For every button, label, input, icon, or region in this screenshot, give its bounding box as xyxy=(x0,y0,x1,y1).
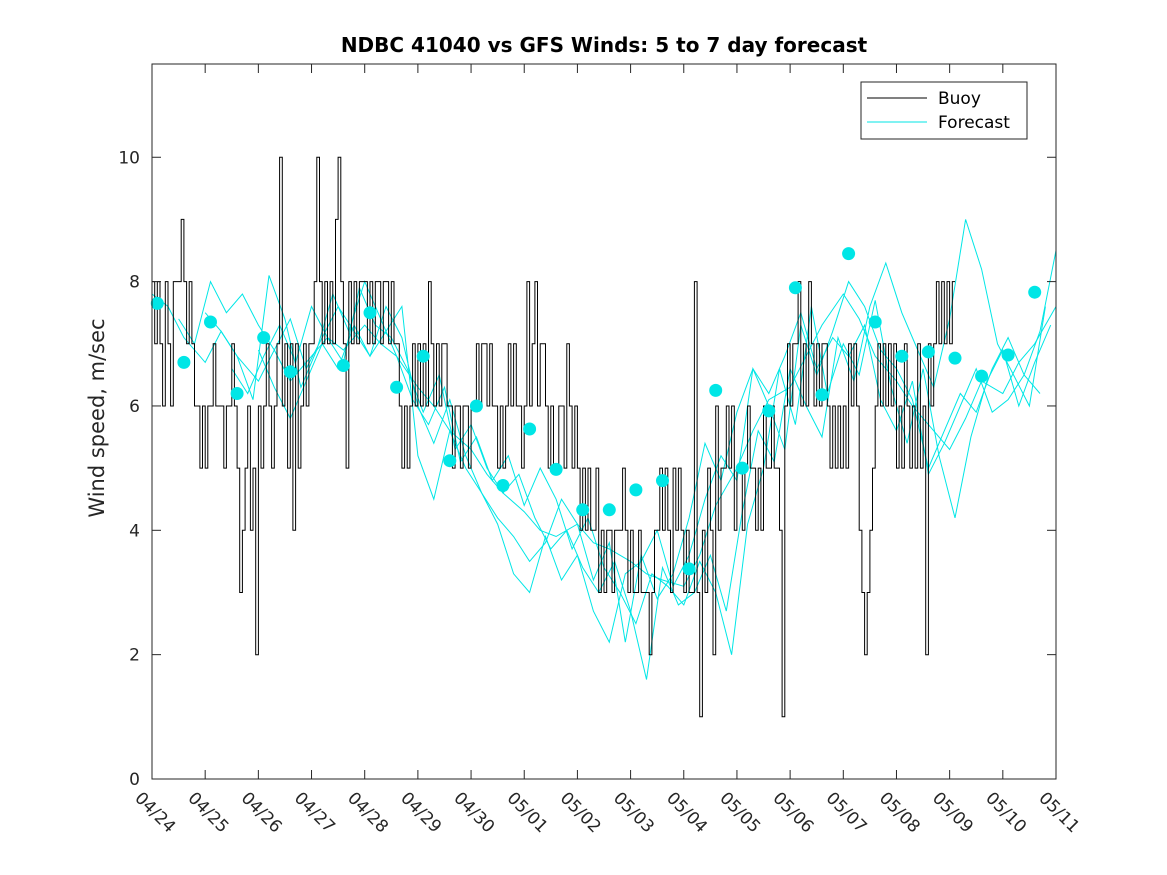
legend: Buoy Forecast xyxy=(860,81,1028,140)
forecast-point xyxy=(788,281,802,295)
forecast-point xyxy=(204,315,217,329)
forecast-point xyxy=(576,503,590,517)
plot-frame xyxy=(151,63,1057,780)
y-axis-label: Wind speed, m/sec xyxy=(85,318,109,517)
forecast-point xyxy=(868,315,882,329)
forecast-point xyxy=(895,349,909,363)
forecast-point xyxy=(682,562,696,576)
forecast-point xyxy=(709,383,723,397)
y-tick-label: 2 xyxy=(129,646,140,666)
forecast-point xyxy=(656,474,669,488)
forecast-point xyxy=(602,503,616,517)
forecast-point xyxy=(390,380,404,394)
forecast-point xyxy=(1028,285,1042,299)
forecast-point xyxy=(815,388,829,402)
forecast-point xyxy=(336,359,350,372)
legend-buoy-label: Buoy xyxy=(938,89,981,109)
forecast-point xyxy=(523,422,537,436)
y-tick-label: 6 xyxy=(129,397,140,417)
forecast-point xyxy=(469,399,483,413)
y-tick-label: 0 xyxy=(129,770,140,790)
chart-title: NDBC 41040 vs GFS Winds: 5 to 7 day fore… xyxy=(341,33,868,57)
forecast-point xyxy=(363,306,377,320)
y-tick-label: 8 xyxy=(129,273,140,293)
forecast-point xyxy=(496,479,510,492)
forecast-point xyxy=(629,483,643,497)
forecast-point xyxy=(283,365,297,379)
forecast-point xyxy=(948,351,962,365)
forecast-point xyxy=(416,349,430,363)
forecast-point xyxy=(177,355,191,369)
forecast-point xyxy=(1001,348,1015,362)
legend-box xyxy=(860,81,1028,140)
legend-forecast-label: Forecast xyxy=(938,113,1010,133)
forecast-point xyxy=(230,387,244,400)
forecast-point xyxy=(735,461,749,475)
forecast-marker-layer xyxy=(150,247,1042,576)
y-tick-label: 10 xyxy=(118,148,140,168)
forecast-point xyxy=(842,247,856,261)
forecast-point xyxy=(921,345,935,359)
plot-area xyxy=(152,64,1056,779)
forecast-point xyxy=(549,462,563,476)
forecast-point xyxy=(443,454,457,468)
forecast-point xyxy=(975,369,989,383)
forecast-point xyxy=(762,404,776,418)
forecast-point xyxy=(257,331,271,345)
y-tick-label: 4 xyxy=(129,521,140,541)
forecast-point xyxy=(150,296,164,310)
